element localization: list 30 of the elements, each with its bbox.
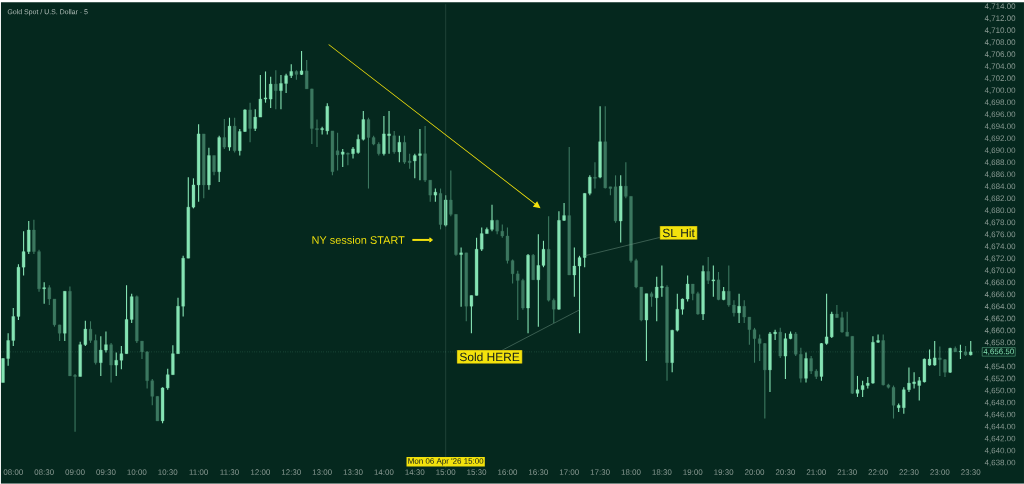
candlestick [716, 271, 721, 301]
annotation: NY session START [312, 236, 405, 245]
candlestick [392, 130, 396, 155]
candlestick [531, 253, 535, 281]
candlestick [233, 117, 237, 154]
annotation: Sold HERE [459, 352, 520, 362]
candlestick [222, 118, 226, 150]
candlestick [346, 152, 350, 166]
candlestick [649, 291, 654, 308]
candlestick [341, 148, 345, 168]
candlestick [227, 117, 232, 152]
candlestick [706, 256, 710, 285]
annotation: SL Hit [662, 228, 695, 238]
candlestick [294, 69, 299, 81]
candlestick [299, 50, 304, 76]
candlestick [274, 69, 278, 110]
candlestick [464, 252, 468, 322]
candlestick [42, 281, 46, 305]
candlestick [711, 264, 715, 298]
candlestick [593, 161, 597, 190]
candlestick [202, 133, 206, 199]
candlestick [397, 135, 401, 163]
candlestick [567, 146, 571, 276]
candlestick [778, 327, 782, 359]
candlestick [438, 188, 443, 231]
candlestick [644, 293, 649, 362]
candlestick [63, 290, 67, 342]
candlestick [217, 135, 221, 183]
candlestick [619, 174, 623, 244]
candlestick [953, 346, 957, 353]
